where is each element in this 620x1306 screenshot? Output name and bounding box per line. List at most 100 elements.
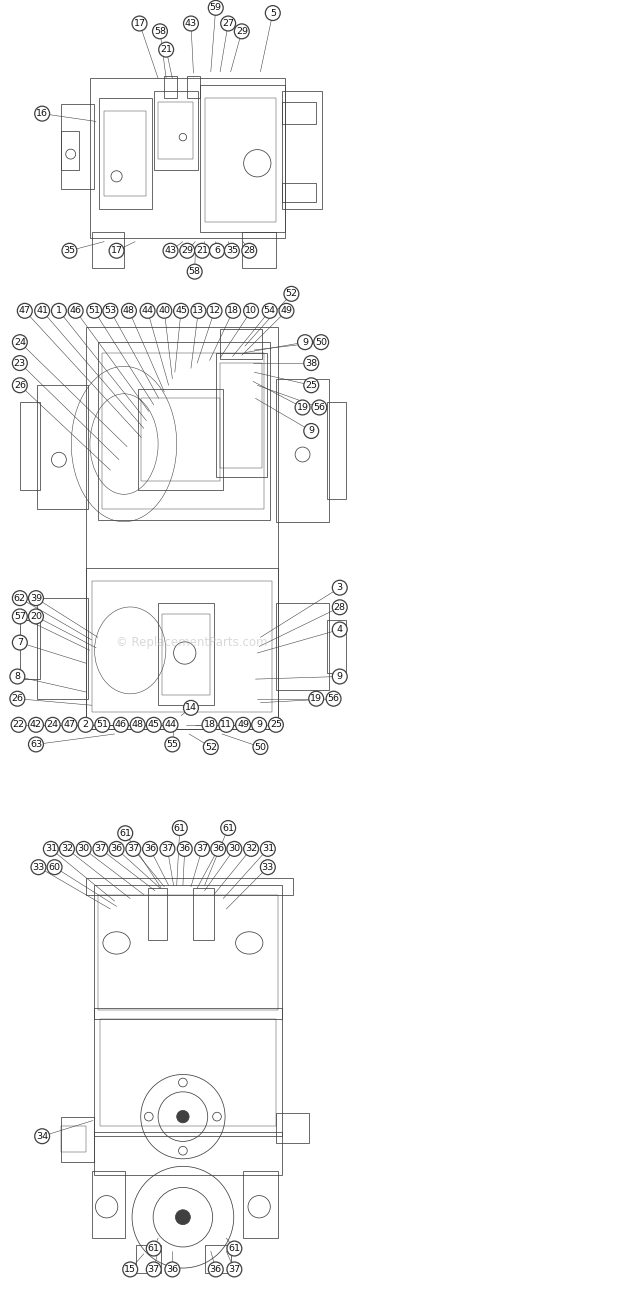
Text: 55: 55 <box>166 741 179 748</box>
Text: 19: 19 <box>310 695 322 703</box>
Ellipse shape <box>244 841 259 857</box>
Bar <box>92 581 272 712</box>
Text: 36: 36 <box>110 845 123 853</box>
Ellipse shape <box>118 825 133 841</box>
Bar <box>99 98 152 209</box>
Text: 13: 13 <box>192 307 205 315</box>
Text: 32: 32 <box>61 845 73 853</box>
Bar <box>164 76 177 98</box>
Bar <box>205 1245 231 1273</box>
Text: 35: 35 <box>226 247 238 255</box>
Bar <box>61 104 94 189</box>
Text: 6: 6 <box>214 247 220 255</box>
Ellipse shape <box>29 609 43 624</box>
Ellipse shape <box>159 42 174 57</box>
Ellipse shape <box>62 243 77 259</box>
Text: 50: 50 <box>315 338 327 346</box>
Text: 21: 21 <box>160 46 172 54</box>
Ellipse shape <box>309 691 324 707</box>
Bar <box>282 91 322 209</box>
Text: 22: 22 <box>12 721 25 729</box>
Ellipse shape <box>180 243 195 259</box>
Text: 27: 27 <box>222 20 234 27</box>
Bar <box>158 102 193 159</box>
Bar <box>20 620 40 679</box>
Text: 17: 17 <box>133 20 146 27</box>
Ellipse shape <box>187 264 202 279</box>
Text: 9: 9 <box>256 721 262 729</box>
Ellipse shape <box>202 717 217 733</box>
Ellipse shape <box>304 355 319 371</box>
Text: 40: 40 <box>158 307 170 315</box>
Ellipse shape <box>12 590 27 606</box>
Text: 49: 49 <box>280 307 293 315</box>
Ellipse shape <box>332 669 347 684</box>
Text: 26: 26 <box>14 381 26 389</box>
Bar <box>37 598 88 699</box>
Text: 37: 37 <box>148 1266 160 1273</box>
Ellipse shape <box>172 820 187 836</box>
Ellipse shape <box>332 580 347 596</box>
Bar <box>327 402 346 499</box>
Text: 44: 44 <box>141 307 154 315</box>
Text: 25: 25 <box>305 381 317 389</box>
Bar <box>148 888 167 940</box>
Text: 15: 15 <box>124 1266 136 1273</box>
Ellipse shape <box>326 691 341 707</box>
Ellipse shape <box>93 841 108 857</box>
Text: 31: 31 <box>262 845 274 853</box>
Text: 48: 48 <box>123 307 135 315</box>
Text: 46: 46 <box>69 307 82 315</box>
Ellipse shape <box>304 377 319 393</box>
Ellipse shape <box>163 717 178 733</box>
Text: 25: 25 <box>270 721 282 729</box>
Text: 36: 36 <box>166 1266 179 1273</box>
Ellipse shape <box>78 717 93 733</box>
Bar <box>86 878 293 895</box>
Bar <box>94 885 282 1019</box>
Ellipse shape <box>224 243 239 259</box>
Ellipse shape <box>11 717 26 733</box>
Text: 12: 12 <box>208 307 221 315</box>
Ellipse shape <box>146 1262 161 1277</box>
Text: 38: 38 <box>305 359 317 367</box>
Bar <box>216 353 267 477</box>
Bar <box>327 620 346 673</box>
Text: 2: 2 <box>82 721 89 729</box>
Text: 8: 8 <box>14 673 20 680</box>
Ellipse shape <box>31 859 46 875</box>
Text: 41: 41 <box>36 307 48 315</box>
Ellipse shape <box>284 286 299 302</box>
Text: 39: 39 <box>30 594 42 602</box>
Ellipse shape <box>160 841 175 857</box>
Text: 20: 20 <box>30 613 42 620</box>
Bar <box>242 232 276 268</box>
Text: 47: 47 <box>19 307 31 315</box>
Text: 21: 21 <box>196 247 208 255</box>
Ellipse shape <box>146 1241 161 1256</box>
Ellipse shape <box>146 717 161 733</box>
Text: 16: 16 <box>36 110 48 118</box>
Ellipse shape <box>51 303 66 319</box>
Text: 10: 10 <box>245 307 257 315</box>
Ellipse shape <box>236 717 250 733</box>
Ellipse shape <box>10 691 25 707</box>
Bar <box>90 78 285 238</box>
Bar <box>61 1117 94 1162</box>
Text: 61: 61 <box>174 824 186 832</box>
Ellipse shape <box>265 5 280 21</box>
Ellipse shape <box>12 334 27 350</box>
Text: 54: 54 <box>264 307 276 315</box>
Ellipse shape <box>244 303 259 319</box>
Text: 37: 37 <box>228 1266 241 1273</box>
Text: 56: 56 <box>327 695 340 703</box>
Ellipse shape <box>62 717 77 733</box>
Ellipse shape <box>175 1209 190 1225</box>
Text: 61: 61 <box>148 1245 160 1252</box>
Text: 59: 59 <box>210 4 222 12</box>
Text: 29: 29 <box>236 27 248 35</box>
Bar <box>276 379 329 522</box>
Ellipse shape <box>260 859 275 875</box>
Ellipse shape <box>312 400 327 415</box>
Ellipse shape <box>174 303 188 319</box>
